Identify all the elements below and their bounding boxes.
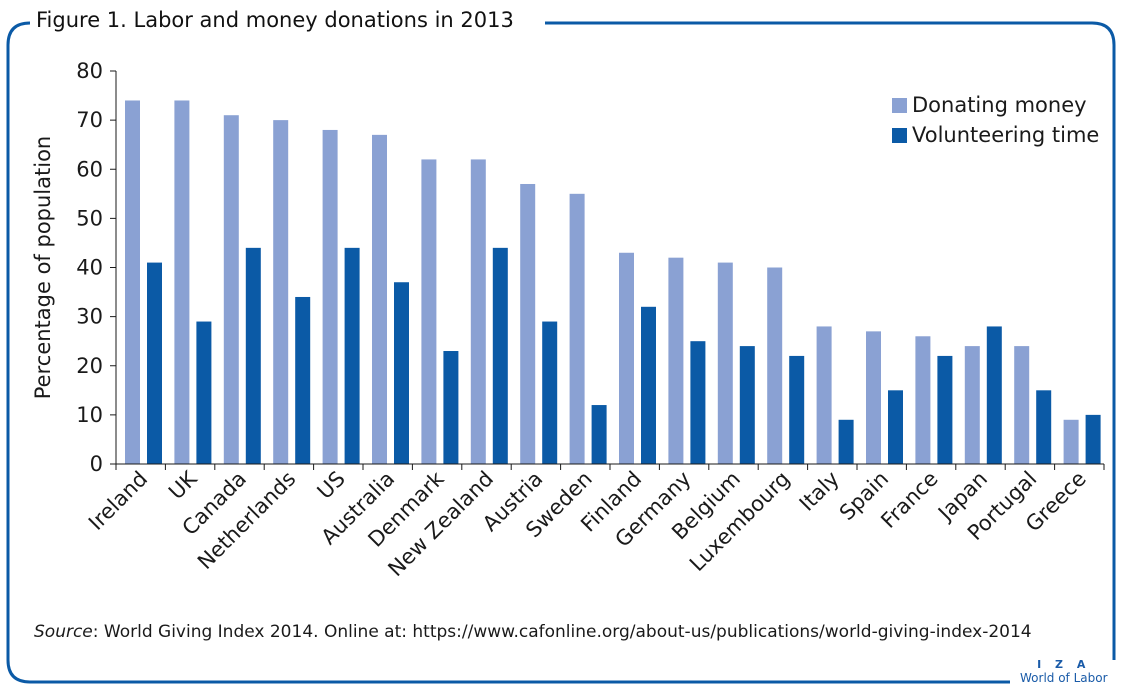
logo-world-of-labor-text: World of Labor xyxy=(1020,671,1108,685)
y-tick-label-40: 40 xyxy=(76,256,103,280)
bar-volunteering-australia xyxy=(394,282,409,464)
x-label-us: US xyxy=(313,467,350,504)
bar-volunteering-belgium xyxy=(739,346,755,464)
bar-donating-belgium xyxy=(717,262,733,464)
bar-donating-france xyxy=(915,336,931,464)
bar-donating-portugal xyxy=(1014,346,1030,464)
bar-donating-luxembourg xyxy=(767,267,783,464)
x-label-uk: UK xyxy=(164,466,202,504)
x-label-ireland: Ireland xyxy=(84,467,152,535)
legend-label-volunteering: Volunteering time xyxy=(912,123,1100,147)
bar-volunteering-japan xyxy=(986,326,1002,464)
y-tick-label-80: 80 xyxy=(76,59,103,83)
bar-donating-greece xyxy=(1063,419,1079,464)
source-note: Source: World Giving Index 2014. Online … xyxy=(34,622,1032,642)
bar-donating-austria xyxy=(520,183,536,465)
bar-volunteering-luxembourg xyxy=(789,355,805,464)
bar-donating-finland xyxy=(619,252,634,464)
bar-volunteering-uk xyxy=(196,321,212,464)
bar-volunteering-portugal xyxy=(1036,390,1052,464)
x-label-france: France xyxy=(876,467,942,533)
y-tick-label-20: 20 xyxy=(76,354,103,378)
bar-donating-canada xyxy=(223,115,239,465)
figure-title: Figure 1. Labor and money donations in 2… xyxy=(32,7,518,33)
bar-donating-spain xyxy=(866,331,881,464)
bar-volunteering-sweden xyxy=(591,405,607,464)
bar-donating-ireland xyxy=(125,100,140,464)
bar-donating-italy xyxy=(816,326,832,464)
bar-volunteering-ireland xyxy=(147,262,162,464)
y-axis-label: Percentage of population xyxy=(31,136,55,399)
bar-volunteering-netherlands xyxy=(295,296,311,464)
chart-legend: Donating money Volunteering time xyxy=(892,90,1099,150)
logo-iza-text: I Z A xyxy=(1037,658,1091,671)
legend-item-donating: Donating money xyxy=(892,90,1099,120)
bar-volunteering-new-zealand xyxy=(492,247,508,464)
y-tick-label-30: 30 xyxy=(76,305,103,329)
bar-donating-australia xyxy=(372,134,387,465)
y-tick-label-50: 50 xyxy=(76,206,103,230)
bar-volunteering-denmark xyxy=(443,351,459,464)
y-tick-label-0: 0 xyxy=(90,452,103,476)
y-tick-label-60: 60 xyxy=(76,157,103,181)
bar-volunteering-finland xyxy=(641,306,656,464)
bar-donating-denmark xyxy=(421,159,437,465)
bar-donating-uk xyxy=(174,100,190,464)
bar-donating-japan xyxy=(964,346,980,464)
legend-swatch-donating xyxy=(892,97,907,113)
bar-donating-us xyxy=(322,129,338,464)
source-text: : World Giving Index 2014. Online at: ht… xyxy=(92,622,1032,642)
source-label: Source xyxy=(34,622,93,642)
bar-volunteering-italy xyxy=(838,419,854,464)
bar-volunteering-spain xyxy=(888,390,903,464)
bar-volunteering-us xyxy=(344,247,360,464)
legend-swatch-volunteering xyxy=(892,127,907,143)
bar-donating-netherlands xyxy=(273,120,289,464)
bar-volunteering-canada xyxy=(245,247,261,464)
bar-volunteering-germany xyxy=(690,341,706,464)
y-tick-label-70: 70 xyxy=(76,108,103,132)
bar-volunteering-austria xyxy=(542,321,558,464)
legend-label-donating: Donating money xyxy=(912,93,1087,117)
iza-logo: I Z A World of Labor xyxy=(1020,658,1108,686)
bar-volunteering-france xyxy=(937,355,953,464)
bar-donating-new-zealand xyxy=(470,159,486,465)
bar-donating-germany xyxy=(668,257,684,464)
legend-item-volunteering: Volunteering time xyxy=(892,120,1099,150)
bar-volunteering-greece xyxy=(1085,414,1101,464)
y-tick-label-10: 10 xyxy=(76,403,103,427)
bar-donating-sweden xyxy=(569,193,585,464)
